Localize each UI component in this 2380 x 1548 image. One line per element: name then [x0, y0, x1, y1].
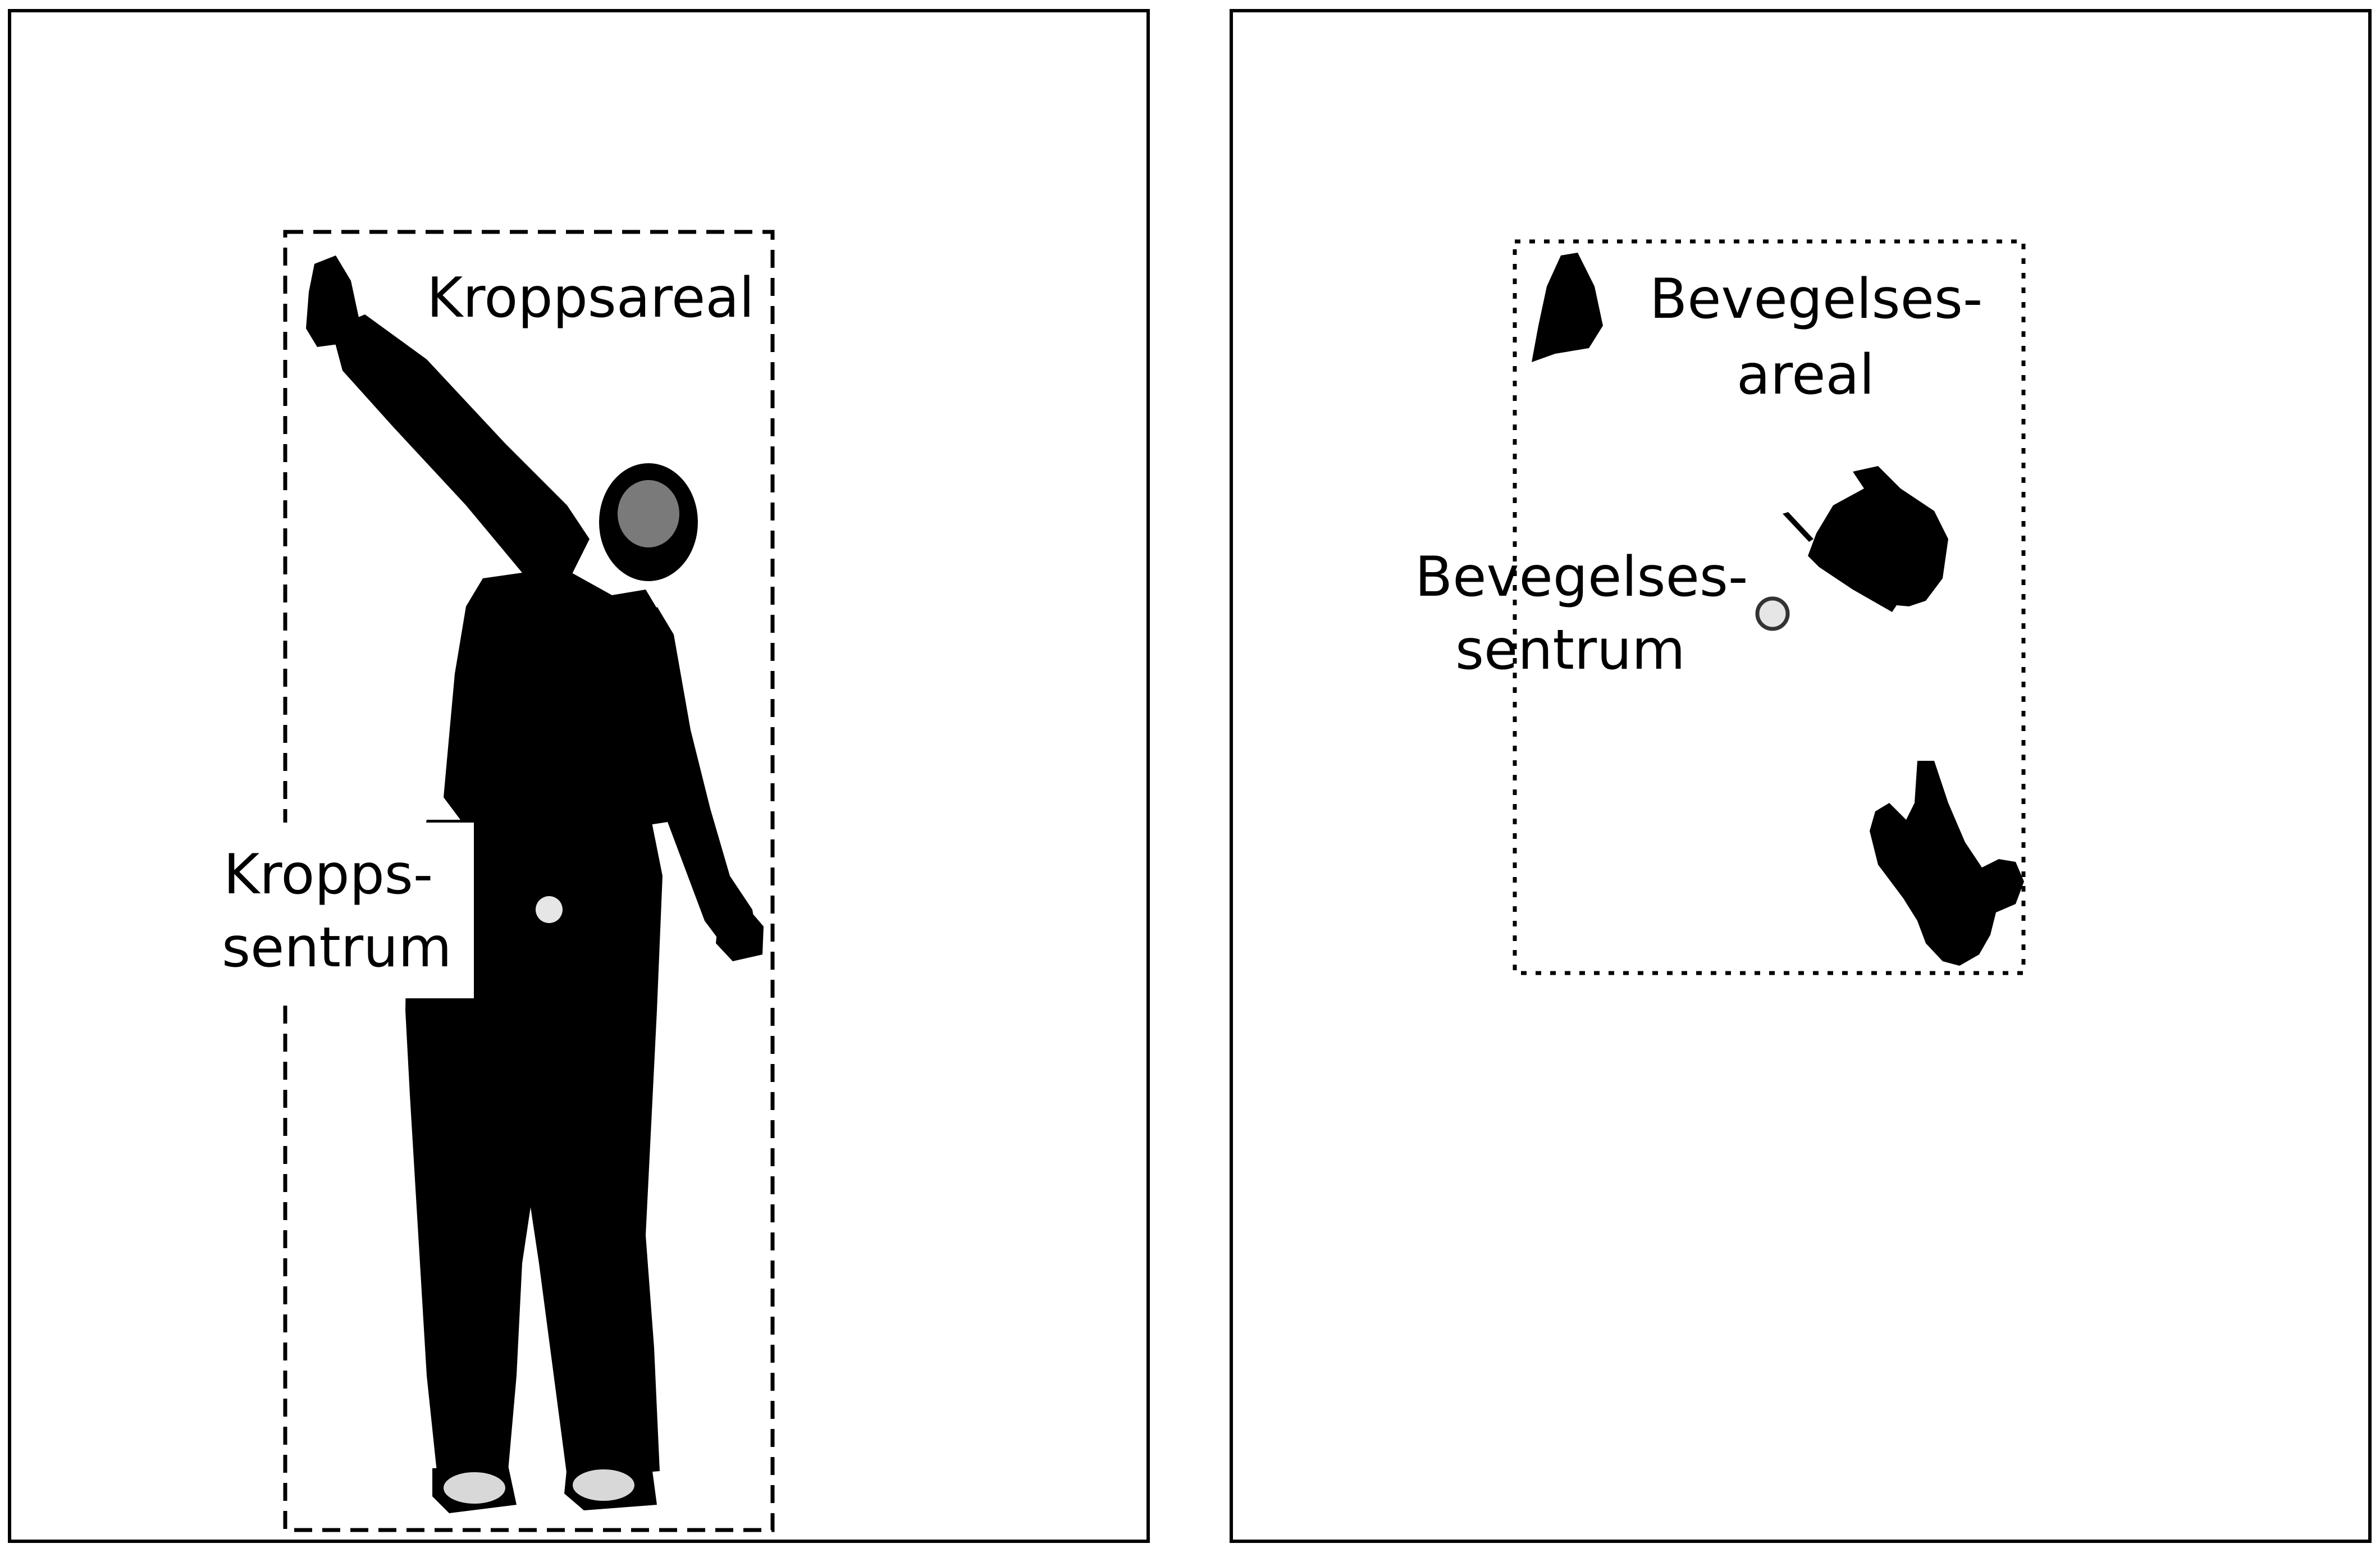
body-area-label: Kroppsareal — [427, 266, 755, 330]
face-highlight — [618, 480, 679, 547]
motion-area-label-line1: Bevegelses- — [1650, 267, 1983, 331]
motion-center-label-line2: sentrum — [1455, 618, 1685, 682]
motion-blobs — [1532, 253, 2024, 966]
body-center-label-backdrop — [190, 823, 474, 998]
right-panel-motion-blobs — [1230, 9, 2372, 1543]
motion-area-bounding-box — [1513, 239, 2026, 975]
motion-area-label-line2: areal — [1737, 343, 1875, 407]
body-center-label-line1: Kropps- — [223, 843, 433, 907]
motion-center-marker — [1755, 596, 1790, 631]
body-center-label-line2: sentrum — [222, 916, 452, 980]
body-center-marker — [536, 896, 563, 923]
motion-center-label-line1: Bevegelses- — [1415, 545, 1748, 609]
shoe-highlights — [444, 1469, 634, 1504]
